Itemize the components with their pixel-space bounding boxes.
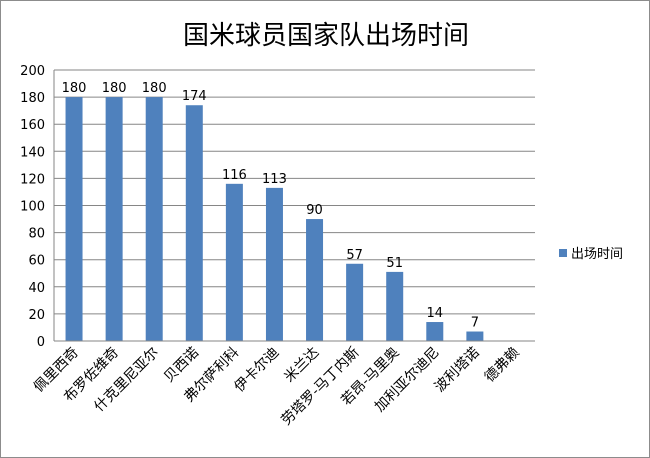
y-tick-label: 60 (28, 254, 45, 269)
y-tick-label: 0 (37, 335, 45, 350)
bar (145, 97, 163, 341)
x-tick-label: 波利塔诺 (432, 345, 483, 396)
y-tick-label: 120 (20, 172, 45, 187)
bar-data-label: 180 (142, 81, 167, 96)
bar-data-label: 113 (262, 172, 287, 187)
bar (426, 322, 444, 341)
bar (386, 271, 404, 341)
gridlines (54, 69, 535, 315)
y-tick-label: 200 (20, 64, 45, 79)
legend: 出场时间 (559, 247, 623, 262)
y-tick-label: 40 (28, 281, 45, 296)
y-tick-label: 80 (28, 227, 45, 242)
bar (185, 105, 203, 341)
bar-data-label: 51 (386, 256, 403, 271)
bar-data-label: 180 (62, 81, 87, 96)
bar (466, 331, 484, 341)
bar-data-label: 57 (346, 248, 363, 263)
legend-label: 出场时间 (571, 247, 623, 262)
bar (346, 263, 364, 341)
bars (65, 97, 484, 341)
y-axis-ticks: 0 20 40 60 80 100 120 140 160 180 200 (20, 64, 45, 350)
bar-data-label: 116 (222, 168, 247, 183)
bar-data-label: 90 (306, 203, 323, 218)
chart-title: 国米球员国家队出场时间 (183, 21, 469, 51)
data-labels: 180 180 180 174 116 113 90 57 51 14 7 (62, 81, 479, 330)
bar-data-label: 14 (427, 306, 444, 321)
bar (105, 97, 123, 341)
x-tick-label: 德弗赖 (482, 345, 523, 386)
bar-data-label: 7 (471, 316, 479, 331)
bar (65, 97, 83, 341)
y-tick-label: 100 (20, 200, 45, 215)
bar-data-label: 180 (102, 81, 127, 96)
legend-swatch (559, 249, 567, 257)
x-tick-label: 伊卡尔迪 (231, 345, 282, 396)
bar (265, 187, 283, 341)
y-tick-label: 20 (28, 308, 45, 323)
y-tick-label: 180 (20, 91, 45, 106)
bar-data-label: 174 (182, 89, 207, 104)
y-tick-label: 140 (20, 145, 45, 160)
bar (225, 183, 243, 341)
y-tick-label: 160 (20, 118, 45, 133)
bar (306, 219, 324, 341)
